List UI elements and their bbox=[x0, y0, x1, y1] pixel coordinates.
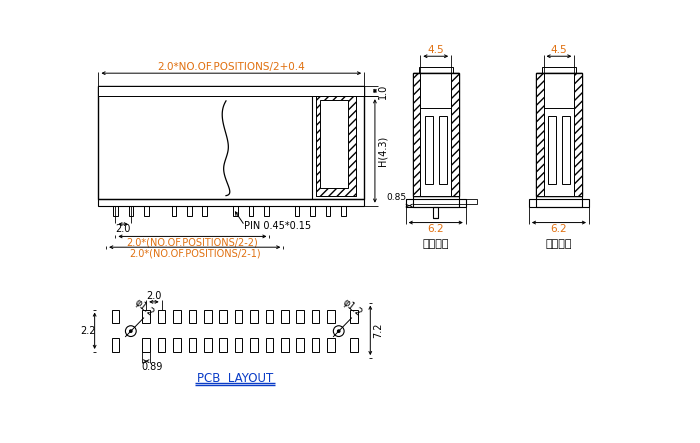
Bar bbox=[202, 206, 207, 216]
Bar bbox=[542, 67, 576, 73]
Text: 2.0*(NO.OF.POSITIONS/2-2): 2.0*(NO.OF.POSITIONS/2-2) bbox=[127, 237, 258, 248]
Bar bbox=[574, 73, 582, 196]
Bar bbox=[129, 206, 133, 216]
Bar bbox=[173, 338, 181, 352]
Bar bbox=[536, 73, 544, 196]
Bar bbox=[529, 199, 589, 207]
Bar bbox=[452, 73, 459, 196]
Bar bbox=[350, 338, 358, 352]
Bar bbox=[321, 100, 348, 188]
Bar bbox=[219, 310, 227, 323]
Text: 0.85: 0.85 bbox=[386, 194, 407, 202]
Text: 2.2: 2.2 bbox=[80, 326, 96, 336]
Text: 6.2: 6.2 bbox=[428, 224, 444, 234]
Bar bbox=[312, 310, 319, 323]
Bar bbox=[310, 206, 315, 216]
Text: φ1.2: φ1.2 bbox=[133, 297, 156, 319]
Bar bbox=[111, 338, 119, 352]
Text: H(4.3): H(4.3) bbox=[377, 136, 388, 166]
Bar bbox=[452, 73, 459, 196]
Bar bbox=[234, 338, 242, 352]
Bar bbox=[420, 73, 452, 196]
Bar bbox=[433, 207, 438, 218]
Bar bbox=[312, 338, 319, 352]
Bar bbox=[536, 73, 544, 196]
Text: 0.89: 0.89 bbox=[141, 362, 163, 372]
Bar bbox=[439, 117, 447, 184]
Bar bbox=[250, 338, 258, 352]
Bar bbox=[99, 85, 364, 96]
Bar bbox=[158, 310, 165, 323]
Bar bbox=[188, 338, 196, 352]
Text: 2.0: 2.0 bbox=[116, 225, 131, 234]
Bar bbox=[173, 310, 181, 323]
Bar bbox=[142, 310, 150, 323]
Bar bbox=[413, 73, 459, 196]
Circle shape bbox=[130, 330, 132, 332]
Bar bbox=[111, 310, 119, 323]
Bar bbox=[248, 206, 253, 216]
Bar bbox=[350, 310, 358, 323]
Bar bbox=[172, 206, 176, 216]
Bar bbox=[250, 310, 258, 323]
Bar bbox=[265, 338, 273, 352]
Bar bbox=[142, 338, 150, 352]
Bar bbox=[327, 338, 335, 352]
Bar bbox=[406, 199, 413, 207]
Bar bbox=[316, 96, 356, 196]
Bar bbox=[536, 73, 582, 196]
Bar bbox=[574, 73, 582, 196]
Bar bbox=[316, 96, 356, 196]
Bar bbox=[204, 338, 211, 352]
Bar bbox=[295, 206, 300, 216]
Bar bbox=[158, 338, 165, 352]
Bar bbox=[281, 310, 288, 323]
Bar bbox=[562, 117, 570, 184]
Bar bbox=[99, 85, 364, 199]
Text: 1.0: 1.0 bbox=[377, 83, 388, 98]
Bar bbox=[413, 196, 459, 207]
Bar bbox=[234, 310, 242, 323]
Bar bbox=[536, 196, 582, 207]
Bar bbox=[419, 67, 453, 73]
Text: 4.5: 4.5 bbox=[551, 45, 567, 55]
Bar bbox=[548, 117, 556, 184]
Bar bbox=[406, 199, 466, 207]
Bar bbox=[327, 310, 335, 323]
Text: 带定位桃: 带定位桃 bbox=[423, 239, 449, 249]
Text: 7.2: 7.2 bbox=[373, 323, 383, 338]
Text: PIN 0.45*0.15: PIN 0.45*0.15 bbox=[244, 221, 311, 231]
Bar bbox=[326, 206, 330, 216]
Text: 2.0*(NO.OF.POSITIONS/2-1): 2.0*(NO.OF.POSITIONS/2-1) bbox=[129, 249, 260, 258]
Text: 4.5: 4.5 bbox=[428, 45, 444, 55]
Bar bbox=[264, 206, 269, 216]
Bar bbox=[413, 73, 420, 196]
Bar bbox=[341, 206, 346, 216]
Bar bbox=[296, 310, 304, 323]
Bar bbox=[265, 310, 273, 323]
Bar bbox=[296, 338, 304, 352]
Text: 2.0: 2.0 bbox=[146, 291, 162, 301]
Bar bbox=[99, 199, 364, 206]
Bar bbox=[425, 117, 433, 184]
Bar bbox=[281, 338, 288, 352]
Bar bbox=[233, 206, 238, 216]
Bar bbox=[187, 206, 192, 216]
Text: 2.0*NO.OF.POSITIONS/2+0.4: 2.0*NO.OF.POSITIONS/2+0.4 bbox=[158, 62, 305, 72]
Circle shape bbox=[337, 330, 340, 332]
Bar bbox=[144, 206, 148, 216]
Bar bbox=[543, 73, 574, 196]
Bar bbox=[413, 73, 420, 196]
Text: φ1.2: φ1.2 bbox=[341, 297, 364, 319]
Bar bbox=[204, 310, 211, 323]
Bar bbox=[113, 206, 118, 216]
Bar bbox=[413, 199, 477, 204]
Text: PCB  LAYOUT: PCB LAYOUT bbox=[197, 372, 273, 385]
Text: 6.2: 6.2 bbox=[551, 224, 567, 234]
Text: 无定位桃: 无定位桃 bbox=[546, 239, 572, 249]
Bar bbox=[188, 310, 196, 323]
Bar bbox=[219, 338, 227, 352]
